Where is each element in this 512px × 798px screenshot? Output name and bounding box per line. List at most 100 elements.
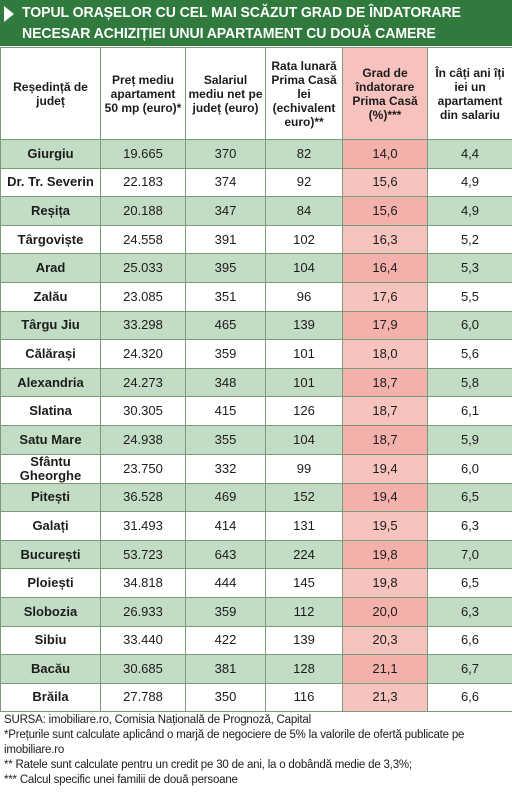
- cell-city: Târgu Jiu: [0, 310, 101, 341]
- cell-years: 5,2: [427, 224, 512, 255]
- table-row: Reșița 20.188 347 84 15,6 4,9: [0, 196, 512, 226]
- cell-salary: 332: [185, 453, 266, 484]
- column-header-years: În câți ani îți iei un apartament din sa…: [427, 47, 512, 140]
- cell-price: 30.305: [100, 396, 186, 426]
- table-row: Zalău 23.085 351 96 17,6 5,5: [0, 281, 512, 312]
- cell-salary: 359: [185, 596, 266, 627]
- table-row: Târgoviște 24.558 391 102 16,3 5,2: [0, 224, 512, 255]
- cell-years: 5,3: [427, 253, 512, 283]
- cell-years: 6,5: [427, 482, 512, 513]
- cell-city: Alexandria: [0, 367, 101, 398]
- table-row: Arad 25.033 395 104 16,4 5,3: [0, 253, 512, 283]
- cell-rate: 101: [265, 367, 343, 398]
- cell-salary: 469: [185, 482, 266, 513]
- cell-rate: 92: [265, 167, 343, 198]
- table-row: Pitești 36.528 469 152 19,4 6,5: [0, 482, 512, 513]
- table-row: Brăila 27.788 350 116 21,3 6,6: [0, 682, 512, 713]
- cell-rate: 139: [265, 310, 343, 341]
- cell-rate: 101: [265, 339, 343, 369]
- cell-years: 5,5: [427, 281, 512, 312]
- table-body: Giurgiu 19.665 370 82 14,0 4,4 Dr. Tr. Severin…: [0, 139, 512, 713]
- cell-price: 36.528: [100, 482, 186, 513]
- cell-city: București: [0, 539, 101, 570]
- cell-salary: 465: [185, 310, 266, 341]
- cell-rate: 96: [265, 281, 343, 312]
- cell-salary: 374: [185, 167, 266, 198]
- footnotes: SURSA: imobiliare.ro, Comisia Națională …: [4, 713, 510, 788]
- cell-rate: 145: [265, 568, 343, 598]
- table-row: Bacău 30.685 381 128 21,1 6,7: [0, 654, 512, 684]
- cell-years: 5,8: [427, 367, 512, 398]
- cell-city: Zalău: [0, 281, 101, 312]
- cell-salary: 422: [185, 625, 266, 656]
- cell-rate: 104: [265, 424, 343, 455]
- footnote-1: *Prețurile sunt calculate aplicând o mar…: [4, 729, 465, 756]
- cell-years: 5,6: [427, 339, 512, 369]
- cell-city: Sibiu: [0, 625, 101, 656]
- cell-price: 53.723: [100, 539, 186, 570]
- table-row: București 53.723 643 224 19,8 7,0: [0, 539, 512, 570]
- table-row: Sibiu 33.440 422 139 20,3 6,6: [0, 625, 512, 656]
- cell-years: 6,3: [427, 596, 512, 627]
- cell-salary: 359: [185, 339, 266, 369]
- cell-debt: 15,6: [342, 167, 428, 198]
- cell-price: 27.788: [100, 682, 186, 713]
- cell-years: 4,9: [427, 167, 512, 198]
- cell-price: 23.750: [100, 453, 186, 484]
- cell-price: 34.818: [100, 568, 186, 598]
- table-row: Sfântu Gheorghe 23.750 332 99 19,4 6,0: [0, 453, 512, 484]
- cell-price: 22.183: [100, 167, 186, 198]
- cell-city: Reșița: [0, 196, 101, 226]
- table-row: Giurgiu 19.665 370 82 14,0 4,4: [0, 139, 512, 169]
- table-row: Călărași 24.320 359 101 18,0 5,6: [0, 339, 512, 369]
- cell-price: 24.558: [100, 224, 186, 255]
- cell-salary: 348: [185, 367, 266, 398]
- table-row: Ploiești 34.818 444 145 19,8 6,5: [0, 568, 512, 598]
- cell-salary: 355: [185, 424, 266, 455]
- cell-salary: 381: [185, 654, 266, 684]
- table-row: Galați 31.493 414 131 19,5 6,3: [0, 511, 512, 541]
- cell-years: 6,1: [427, 396, 512, 426]
- cell-debt: 17,9: [342, 310, 428, 341]
- cell-rate: 116: [265, 682, 343, 713]
- cell-years: 4,9: [427, 196, 512, 226]
- cell-salary: 347: [185, 196, 266, 226]
- cell-city: Giurgiu: [0, 139, 101, 169]
- cell-debt: 18,7: [342, 424, 428, 455]
- chevron-right-icon: [4, 6, 14, 22]
- table-row: Slobozia 26.933 359 112 20,0 6,3: [0, 596, 512, 627]
- cell-city: Bacău: [0, 654, 101, 684]
- table-header-row: Reședință de județ Preț mediu apartament…: [0, 47, 512, 140]
- page-title: TOPUL ORAȘELOR CU CEL MAI SCĂZUT GRAD DE…: [22, 2, 479, 44]
- table-row: Târgu Jiu 33.298 465 139 17,9 6,0: [0, 310, 512, 341]
- cell-rate: 131: [265, 511, 343, 541]
- cell-rate: 224: [265, 539, 343, 570]
- cell-debt: 19,8: [342, 568, 428, 598]
- cell-city: Târgoviște: [0, 224, 101, 255]
- cell-years: 7,0: [427, 539, 512, 570]
- cell-price: 20.188: [100, 196, 186, 226]
- cell-price: 26.933: [100, 596, 186, 627]
- cell-debt: 19,5: [342, 511, 428, 541]
- cell-city: Călărași: [0, 339, 101, 369]
- source-note: SURSA: imobiliare.ro, Comisia Națională …: [4, 714, 311, 726]
- cell-city: Arad: [0, 253, 101, 283]
- column-header-salary: Salariul mediu net pe județ (euro): [185, 47, 266, 140]
- cell-debt: 20,3: [342, 625, 428, 656]
- cell-city: Slobozia: [0, 596, 101, 627]
- cell-years: 5,9: [427, 424, 512, 455]
- table-row: Dr. Tr. Severin 22.183 374 92 15,6 4,9: [0, 167, 512, 198]
- footnote-3: *** Calcul specific unei familii de două…: [4, 774, 238, 786]
- cell-debt: 14,0: [342, 139, 428, 169]
- cell-debt: 19,4: [342, 453, 428, 484]
- column-header-rate: Rata lunară Prima Casă lei (echivalent e…: [265, 47, 343, 140]
- cell-salary: 350: [185, 682, 266, 713]
- cell-rate: 126: [265, 396, 343, 426]
- cell-years: 6,0: [427, 310, 512, 341]
- cell-rate: 139: [265, 625, 343, 656]
- cell-salary: 351: [185, 281, 266, 312]
- column-header-debt: Grad de îndatorare Prima Casă (%)***: [342, 47, 428, 140]
- cell-years: 6,6: [427, 625, 512, 656]
- cell-price: 30.685: [100, 654, 186, 684]
- cell-rate: 84: [265, 196, 343, 226]
